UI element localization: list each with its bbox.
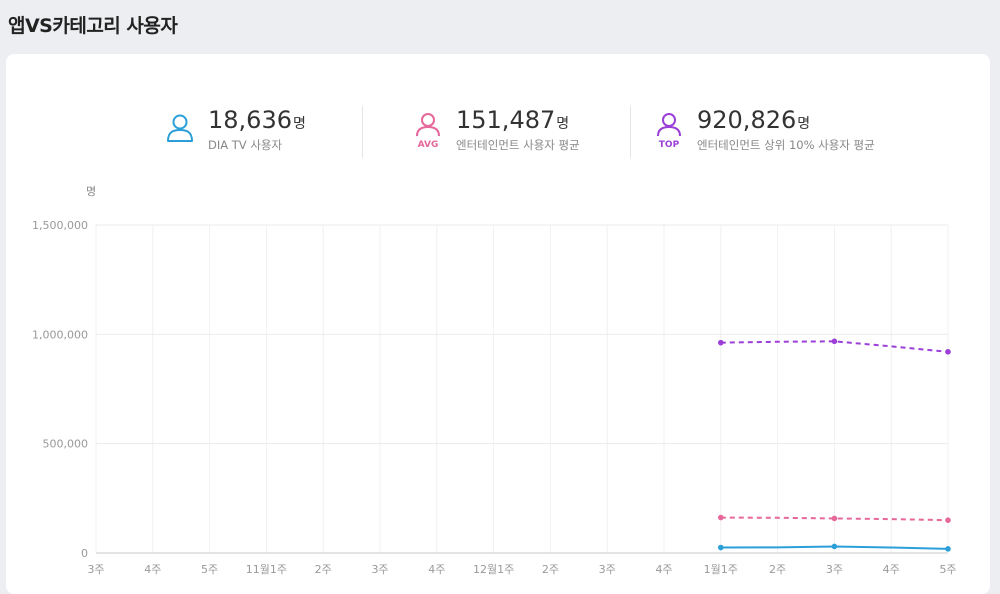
stat-value: 920,826 [697,106,797,134]
series-line [720,340,949,353]
y-tick-label: 1,000,000 [32,328,88,341]
y-tick-label: 0 [81,547,88,560]
stat-label: 엔터테인먼트 사용자 평균 [456,138,580,152]
series-point [718,339,724,346]
series-point [831,515,838,522]
x-tick-label: 11월1주 [246,563,287,576]
top-badge: TOP [659,140,680,150]
x-tick-label: 2주 [315,563,332,576]
stat-divider [630,106,631,158]
x-tick-label: 5주 [201,563,218,576]
x-tick-label: 4주 [883,563,900,576]
series-line [720,516,949,522]
y-tick-label: 500,000 [43,438,89,451]
stat-unit: 명 [797,116,811,132]
stat-label: DIA TV 사용자 [208,138,283,152]
chart-card: 18,636명 DIA TV 사용자 AVG 151,487명 엔터테인먼트 사… [6,54,990,594]
x-tick-label: 4주 [428,563,445,576]
series-point [945,349,951,355]
stat-value: 151,487 [456,106,556,134]
series-point [831,543,838,550]
x-tick-label: 2주 [769,563,786,576]
stat-unit: 명 [556,116,570,132]
x-tick-label: 3주 [826,563,843,576]
stat-unit: 명 [292,116,306,132]
user-icon [167,114,193,142]
y-tick-label: 1,500,000 [32,219,88,232]
user-avg-icon: AVG [416,113,440,150]
x-tick-label: 1월1주 [704,563,738,576]
x-tick-label: 3주 [87,563,104,576]
x-tick-label: 4주 [144,563,161,576]
stat-value: 18,636 [208,106,292,134]
series-point [945,517,951,523]
stat-label: 엔터테인먼트 상위 10% 사용자 평균 [697,138,875,152]
x-tick-label: 4주 [655,563,672,576]
stat-divider [362,106,363,158]
x-tick-label: 3주 [371,563,388,576]
series-point [718,514,724,521]
avg-badge: AVG [418,140,439,150]
y-axis-label: 명 [86,185,96,198]
series-point [831,338,838,345]
x-tick-label: 12월1주 [473,563,514,576]
x-tick-label: 5주 [939,563,956,576]
x-tick-label: 2주 [542,563,559,576]
page-title: 앱VS카테고리 사용자 [8,15,178,37]
series-point [945,546,951,552]
x-tick-label: 3주 [599,563,616,576]
series-point [718,544,724,551]
user-top-icon: TOP [657,113,681,150]
